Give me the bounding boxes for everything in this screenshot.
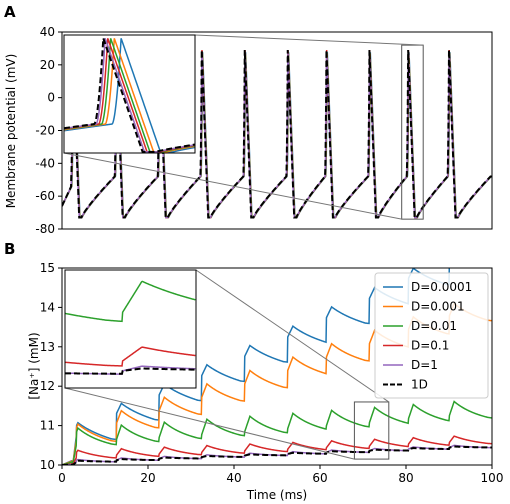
legend-box [374, 272, 489, 399]
panel-b-zoom-connector [195, 269, 390, 403]
panel-a-inset-line-d-0-0001 [64, 38, 195, 153]
panel-a-zoom-connector [63, 152, 402, 220]
panel-a-y-axis-title: Membrane potential (mV) [4, 54, 18, 209]
legend-label: D=1 [411, 358, 438, 372]
panel-b-y-tick-label: 13 [40, 340, 55, 354]
panel-a-zoom-connector [194, 34, 424, 46]
panel-b-label: B [4, 240, 15, 258]
legend-label: D=0.01 [411, 319, 457, 333]
panel-b-y-axis-title: [Na⁺] (mM) [27, 332, 41, 399]
panel-a-y-tick-label: -40 [35, 156, 55, 170]
panel-b-series-line-1d [62, 445, 492, 465]
legend-label: D=0.001 [411, 300, 465, 314]
panel-a-y-tick-label: 20 [40, 58, 55, 72]
panel-b-inset-frame [64, 269, 197, 389]
panel-b-inset-line-1d [65, 367, 196, 375]
panel-b-inset-line-d-0-1 [65, 346, 196, 367]
panel-b-series-line-d-0-1 [62, 435, 492, 465]
panel-b-y-tick-label: 14 [40, 300, 55, 314]
panel-b-x-tick-label: 0 [58, 471, 66, 485]
panel-a-y-tick-label: -60 [35, 189, 55, 203]
panel-b-series-line-d-0-01 [62, 400, 492, 465]
panel-b-x-tick-label: 40 [226, 471, 241, 485]
panel-b-frame [61, 267, 493, 466]
panel-b-y-tick-label: 15 [40, 261, 55, 275]
panel-a-y-tick-label: -20 [35, 124, 55, 138]
panel-b-x-tick-label: 60 [312, 471, 327, 485]
panel-b-inset-line-d-0-01 [65, 280, 196, 323]
panel-b-zoom-connector [64, 387, 355, 460]
panel-a-series-line-1d [62, 50, 492, 219]
legend-label: D=0.1 [411, 339, 449, 353]
panel-b-chart: 15 14 13 12 11 100 20 40 60 80 100 D=0.0001 D=0.001… [27, 261, 504, 502]
panel-b-zoom-box [353, 401, 390, 460]
panel-a-y-tick-label: -80 [35, 222, 55, 236]
panel-a-inset-line-1d [64, 38, 195, 153]
panel-b-y-tick-label: 10 [40, 458, 55, 472]
panel-a-y-tick-label: 0 [47, 91, 55, 105]
panel-b-x-tick-label: 100 [481, 471, 504, 485]
panel-b-x-tick-label: 20 [140, 471, 155, 485]
panel-b-y-tick-label: 11 [40, 419, 55, 433]
legend-label: 1D [411, 378, 428, 392]
panel-a-label: A [4, 3, 16, 21]
panel-a-chart: 40 20 0 -20 -40 -60 -80 Membrane potential (mV… [4, 25, 493, 236]
panel-a-inset-frame [63, 34, 196, 154]
panel-b-y-tick-label: 12 [40, 379, 55, 393]
legend-label: D=0.0001 [411, 280, 472, 294]
panel-b-x-axis-title: Time (ms) [246, 488, 308, 502]
panel-b-x-tick-label: 80 [398, 471, 413, 485]
panel-a-y-tick-label: 40 [40, 25, 55, 39]
